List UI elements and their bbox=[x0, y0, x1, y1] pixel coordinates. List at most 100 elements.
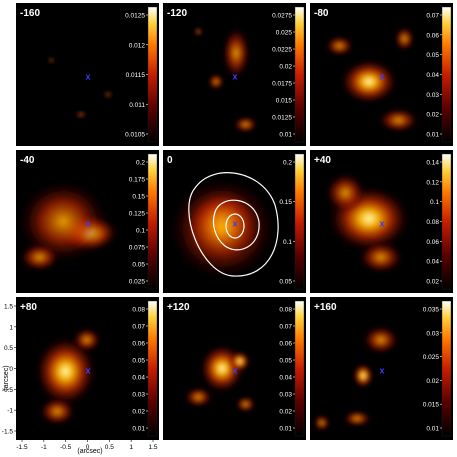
colorbar bbox=[147, 6, 158, 143]
emission-map bbox=[19, 181, 118, 272]
colorbar-tick-label: 0.03 bbox=[426, 92, 439, 99]
colorbar-tick-label: 0.125 bbox=[129, 211, 146, 218]
y-tick-label: 0.5 bbox=[4, 345, 13, 352]
colorbar bbox=[147, 300, 158, 437]
velocity-label: +160 bbox=[314, 302, 337, 313]
y-tick-label: -1 bbox=[7, 408, 13, 415]
colorbar-tick-label: 0.02 bbox=[426, 112, 439, 119]
colorbar-tick-label: 0.08 bbox=[279, 307, 292, 314]
center-marker: x bbox=[232, 71, 237, 81]
emission-blob bbox=[343, 410, 372, 427]
emission-blob bbox=[19, 181, 108, 262]
emission-blob bbox=[184, 387, 213, 408]
emission-blob bbox=[72, 327, 101, 352]
colorbar-tick-label: 0.025 bbox=[423, 354, 440, 361]
emission-blob bbox=[394, 26, 415, 51]
colorbar-tick-label: 0.05 bbox=[279, 279, 292, 286]
colorbar-tick-label: 0.01 bbox=[426, 426, 439, 433]
colorbar-tick-label: 0.0275 bbox=[272, 13, 292, 20]
colorbar-tick-label: 0.07 bbox=[279, 324, 292, 331]
colorbar-tick-label: 0.035 bbox=[423, 307, 440, 314]
emission-blob bbox=[341, 59, 397, 104]
colorbar-tick-label: 0.015 bbox=[276, 98, 293, 105]
colorbar-tick-label: 0.1 bbox=[136, 228, 145, 235]
colorbar-tick-label: 0.15 bbox=[279, 199, 292, 206]
colorbar-tick-label: 0.02 bbox=[426, 378, 439, 385]
emission-blob bbox=[325, 35, 354, 56]
y-tick-label: 0 bbox=[9, 366, 13, 373]
contour-lines bbox=[188, 172, 279, 277]
x-tick-label: 0 bbox=[86, 444, 90, 451]
colorbar-tick-label: 0.15 bbox=[132, 194, 145, 201]
y-axis-label: (arcsec) bbox=[3, 365, 10, 390]
emission-blob bbox=[313, 414, 330, 431]
channel-panel: x 0 0.2 0.15 0.1 0.05 bbox=[163, 150, 306, 293]
emission-blob bbox=[104, 91, 113, 98]
velocity-label: -160 bbox=[20, 8, 40, 19]
colorbar-tick-label: 0.05 bbox=[132, 358, 145, 365]
center-marker: x bbox=[85, 71, 90, 81]
emission-blob bbox=[194, 27, 203, 36]
y-axis: 1.5 1 0.5 0 -0.5 -1 -1.5 bbox=[2, 304, 16, 436]
colorbar-tick-label: 0.08 bbox=[132, 307, 145, 314]
colorbar bbox=[294, 300, 305, 437]
colorbar-tick-label: 0.06 bbox=[426, 239, 439, 246]
channel-panel: x +40 0.14 0.12 0.1 0.08 0.06 0.04 0.02 bbox=[310, 150, 453, 293]
colorbar-tick-label: 0.06 bbox=[426, 32, 439, 39]
colorbar-tick-label: 0.02 bbox=[279, 64, 292, 71]
colorbar-tick-label: 0.01 bbox=[279, 132, 292, 139]
channel-panel: x +120 0.08 0.07 0.06 0.05 0.04 0.03 0.02 0.01 bbox=[163, 297, 306, 440]
x-tick-label: 0.5 bbox=[105, 444, 114, 451]
colorbar-tick-label: 0.0125 bbox=[272, 115, 292, 122]
velocity-label: -120 bbox=[167, 8, 187, 19]
panel-background bbox=[310, 297, 453, 440]
y-tick-label: -0.5 bbox=[2, 387, 14, 394]
colorbar-tick-label: 0.03 bbox=[132, 392, 145, 399]
emission-blob bbox=[208, 73, 225, 90]
colorbar-tick-label: 0.05 bbox=[132, 262, 145, 269]
x-tick-label: -0.5 bbox=[60, 444, 72, 451]
emission-blob bbox=[235, 396, 256, 413]
velocity-label: 0 bbox=[167, 155, 173, 166]
colorbar-tick-label: 0.14 bbox=[426, 160, 439, 167]
emission-blob bbox=[353, 363, 374, 388]
colorbar-tick-label: 0.12 bbox=[426, 179, 439, 186]
colorbar-tick-label: 0.04 bbox=[426, 72, 439, 79]
emission-map bbox=[313, 325, 399, 431]
colorbar-tick-label: 0.015 bbox=[423, 402, 440, 409]
center-marker: x bbox=[232, 365, 237, 375]
x-tick-label: 1 bbox=[129, 444, 133, 451]
emission-blob bbox=[39, 397, 76, 426]
colorbar-tick-label: 0.04 bbox=[132, 375, 145, 382]
y-tick-label: 1.5 bbox=[4, 304, 13, 311]
colorbar-tick-label: 0.03 bbox=[279, 392, 292, 399]
colorbar-tick-label: 0.04 bbox=[279, 375, 292, 382]
velocity-label: -40 bbox=[20, 155, 35, 166]
colorbar-tick-label: 0.012 bbox=[129, 42, 146, 49]
center-marker: x bbox=[379, 218, 384, 228]
colorbar-tick-label: 0.011 bbox=[129, 102, 145, 109]
colorbar-tick-label: 0.05 bbox=[426, 52, 439, 59]
colorbar bbox=[441, 6, 452, 143]
contour-middle bbox=[212, 199, 260, 251]
colorbar-tick-label: 0.07 bbox=[426, 13, 439, 20]
emission-map bbox=[48, 57, 113, 118]
x-tick-label: 1.5 bbox=[148, 444, 157, 451]
emission-blob bbox=[325, 172, 366, 213]
velocity-label: +40 bbox=[314, 155, 331, 166]
colorbar-tick-label: 0.05 bbox=[279, 358, 292, 365]
y-tick-label: -1.5 bbox=[2, 429, 14, 436]
center-marker: x bbox=[232, 218, 237, 228]
colorbar-tick-label: 0.08 bbox=[426, 219, 439, 226]
y-tick-label: 1 bbox=[9, 324, 13, 331]
emission-blob bbox=[75, 111, 86, 118]
velocity-label: +120 bbox=[167, 302, 190, 313]
emission-blob bbox=[229, 351, 250, 372]
emission-blob bbox=[233, 116, 258, 133]
colorbar bbox=[294, 153, 305, 290]
colorbar bbox=[441, 300, 452, 437]
colorbar-tick-label: 0.06 bbox=[132, 341, 145, 348]
emission-blob bbox=[362, 325, 399, 354]
contour-outer bbox=[188, 172, 279, 277]
